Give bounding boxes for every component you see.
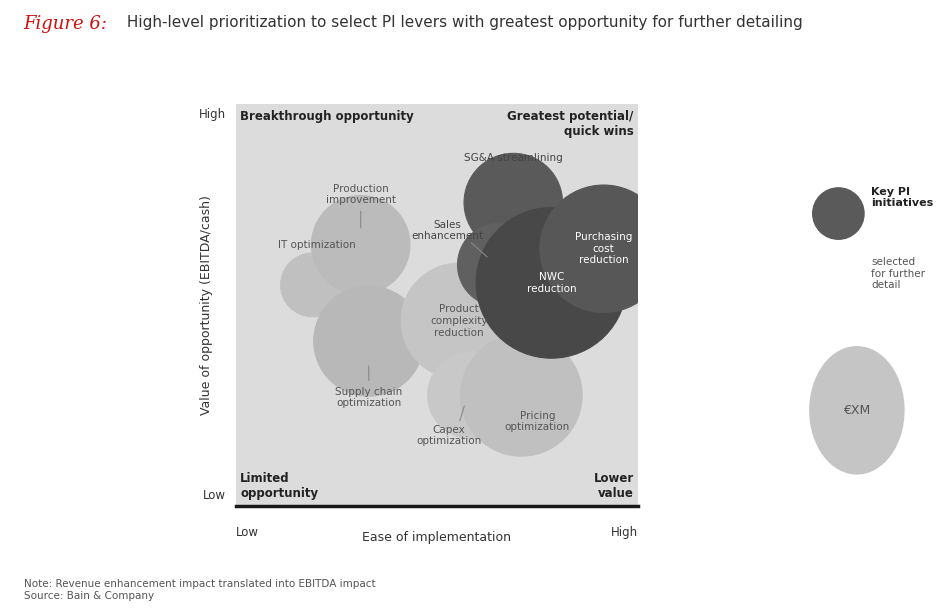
- Ellipse shape: [813, 188, 864, 239]
- Text: €XM: €XM: [844, 404, 870, 417]
- Circle shape: [312, 196, 410, 294]
- Text: Breakthrough opportunity: Breakthrough opportunity: [240, 110, 414, 123]
- Text: Limited
opportunity: Limited opportunity: [240, 471, 318, 500]
- Circle shape: [476, 208, 627, 358]
- Circle shape: [458, 223, 541, 306]
- Text: IT optimization: IT optimization: [278, 240, 356, 249]
- Text: Key PI
initiatives: Key PI initiatives: [871, 187, 934, 208]
- Text: Production
improvement: Production improvement: [326, 184, 396, 205]
- Circle shape: [401, 263, 517, 379]
- Circle shape: [314, 286, 424, 396]
- Circle shape: [464, 153, 562, 252]
- Text: SG&A streamlining: SG&A streamlining: [464, 153, 562, 164]
- Text: Low: Low: [203, 489, 226, 501]
- Text: Lower
value: Lower value: [594, 471, 634, 500]
- Text: Figure 6:: Figure 6:: [24, 15, 107, 33]
- Ellipse shape: [809, 347, 903, 474]
- Text: High-level prioritization to select PI levers with greatest opportunity for furt: High-level prioritization to select PI l…: [122, 15, 803, 30]
- Text: Low: Low: [237, 526, 259, 539]
- Circle shape: [280, 253, 345, 317]
- Text: Pricing
optimization: Pricing optimization: [504, 411, 570, 432]
- Text: Greatest potential/
quick wins: Greatest potential/ quick wins: [507, 110, 634, 139]
- Text: High: High: [611, 526, 637, 539]
- Text: Sales
enhancement: Sales enhancement: [411, 220, 483, 242]
- Text: NWC
reduction: NWC reduction: [526, 272, 577, 294]
- Circle shape: [428, 352, 515, 439]
- Text: selected
for further
detail: selected for further detail: [871, 257, 925, 291]
- Text: High: High: [200, 109, 226, 121]
- Text: Capex
optimization: Capex optimization: [416, 425, 482, 446]
- Text: Purchasing
cost
reduction: Purchasing cost reduction: [575, 232, 633, 265]
- Text: Supply chain
optimization: Supply chain optimization: [335, 387, 403, 408]
- Circle shape: [461, 335, 582, 456]
- Text: Value of opportunity (EBITDA/cash): Value of opportunity (EBITDA/cash): [200, 195, 213, 415]
- X-axis label: Ease of implementation: Ease of implementation: [363, 531, 511, 544]
- Circle shape: [540, 185, 667, 313]
- Text: Note: Revenue enhancement impact translated into EBITDA impact
Source: Bain & Co: Note: Revenue enhancement impact transla…: [24, 579, 375, 601]
- Text: Product
complexity
reduction: Product complexity reduction: [430, 305, 488, 338]
